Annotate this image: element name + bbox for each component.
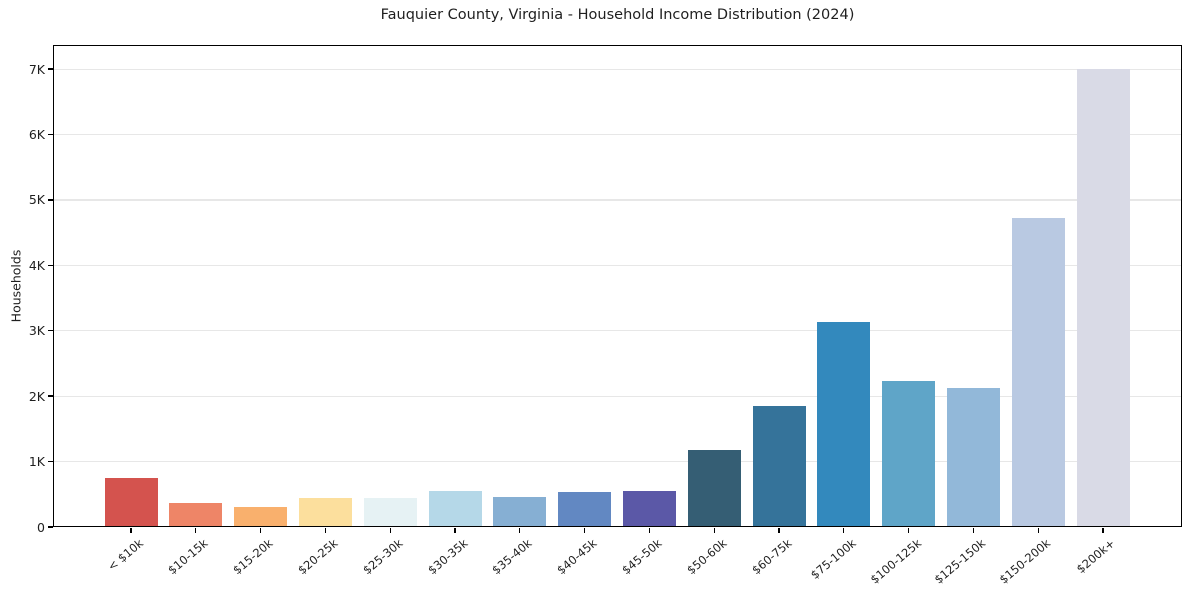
x-tick-label: < $10k <box>104 536 146 574</box>
y-tick <box>48 395 53 397</box>
x-tick <box>713 528 715 533</box>
y-tick <box>48 133 53 136</box>
bar <box>104 477 158 527</box>
x-tick <box>972 528 975 533</box>
bar <box>752 406 806 527</box>
x-tick-label: $100-125k <box>867 536 924 587</box>
y-tick-label: 7K <box>28 61 45 77</box>
x-tick <box>1037 528 1039 533</box>
y-tick-label: 3K <box>28 323 45 339</box>
x-tick-label: $30-35k <box>424 536 470 578</box>
gridline <box>53 68 1182 70</box>
x-tick-label: $75-100k <box>807 536 859 582</box>
bar <box>493 496 547 527</box>
bar <box>882 380 936 527</box>
y-tick <box>48 460 53 463</box>
x-tick-label: $60-75k <box>748 536 794 578</box>
bar <box>817 322 871 527</box>
x-tick-label: $25-30k <box>359 536 406 578</box>
gridline <box>53 395 1182 397</box>
bar <box>687 449 741 527</box>
y-tick-label: 4K <box>28 257 45 273</box>
bar <box>622 491 676 527</box>
bar <box>558 491 612 527</box>
chart-title: Fauquier County, Virginia - Household In… <box>380 7 855 23</box>
gridline <box>53 199 1182 201</box>
x-tick <box>389 528 391 533</box>
x-tick-label: $15-20k <box>230 536 276 578</box>
gridline <box>53 264 1182 266</box>
bar <box>234 506 288 527</box>
y-tick-label: 5K <box>28 192 45 208</box>
y-tick-label: 2K <box>28 388 45 404</box>
bar <box>169 503 223 527</box>
y-tick <box>48 330 53 332</box>
x-tick-label: $40-45k <box>554 536 600 578</box>
x-tick <box>519 528 521 533</box>
x-tick-label: $50-60k <box>683 536 730 578</box>
bar <box>428 491 482 527</box>
plot-area <box>53 45 1182 527</box>
y-tick <box>48 68 53 70</box>
y-tick <box>48 526 53 528</box>
y-tick-label: 6K <box>28 127 45 143</box>
x-tick-label: $10-15k <box>165 536 211 578</box>
bar <box>1011 217 1065 527</box>
x-tick <box>195 528 197 533</box>
x-tick-label: $45-50k <box>619 536 665 578</box>
y-tick <box>48 264 53 267</box>
gridline <box>53 133 1182 136</box>
y-tick <box>48 199 53 201</box>
x-tick <box>259 528 262 533</box>
x-tick <box>907 528 910 533</box>
y-tick-label: 0 <box>37 519 45 535</box>
x-tick <box>130 528 132 533</box>
x-tick <box>648 528 651 533</box>
x-tick <box>778 528 780 533</box>
x-tick-label: $200k+ <box>1074 536 1118 577</box>
x-tick <box>1102 528 1104 533</box>
x-tick-label: $35-40k <box>489 536 535 578</box>
x-tick <box>454 528 456 533</box>
bar <box>1076 69 1130 527</box>
bar <box>363 497 417 527</box>
x-tick-label: $150-200k <box>996 536 1054 587</box>
x-tick <box>324 528 327 533</box>
gridline <box>53 330 1182 332</box>
x-tick <box>583 528 586 533</box>
bar <box>946 387 1000 527</box>
x-tick-label: $125-150k <box>931 536 989 587</box>
y-tick-label: 1K <box>28 454 45 470</box>
x-tick-label: $20-25k <box>295 536 341 578</box>
gridline <box>53 460 1182 463</box>
x-tick <box>843 528 845 533</box>
bar <box>298 498 352 527</box>
